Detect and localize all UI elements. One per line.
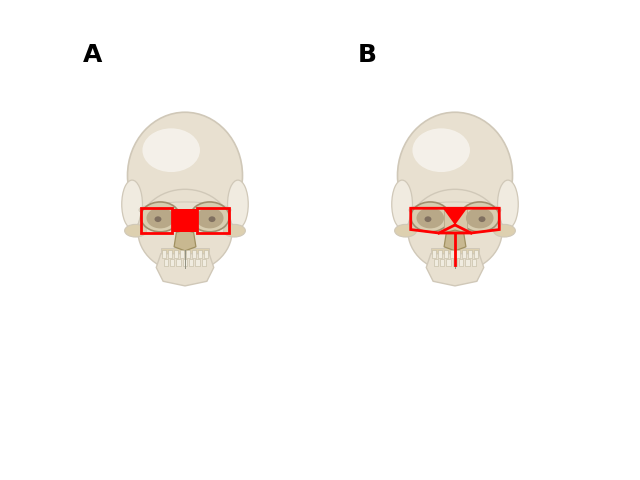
Ellipse shape [466,208,493,228]
Bar [438,250,442,258]
Bar [197,208,228,233]
Ellipse shape [395,224,417,237]
Ellipse shape [190,202,229,232]
Bar [450,250,454,258]
Bar [472,259,476,266]
Ellipse shape [209,216,216,222]
Bar [168,250,172,258]
Ellipse shape [138,189,232,272]
Bar [431,248,479,265]
Bar [170,259,174,266]
Bar [177,259,180,266]
Ellipse shape [154,216,161,222]
Ellipse shape [412,128,470,172]
Bar [173,209,197,232]
Bar [465,259,470,266]
Bar [431,250,436,258]
Ellipse shape [143,128,200,172]
Bar [141,208,172,233]
Ellipse shape [417,208,444,228]
Bar [189,259,193,266]
Bar [183,259,187,266]
Ellipse shape [125,224,147,237]
Ellipse shape [139,202,231,218]
Bar [161,248,209,265]
Ellipse shape [493,224,515,237]
Bar [474,250,478,258]
Polygon shape [174,230,196,251]
Bar [440,259,444,266]
Polygon shape [444,230,466,251]
Bar [456,250,460,258]
Text: A: A [83,43,102,67]
Bar [468,250,472,258]
Ellipse shape [223,224,245,237]
Bar [462,250,466,258]
Polygon shape [443,208,467,225]
Ellipse shape [141,202,180,232]
Polygon shape [156,254,214,286]
Bar [444,250,448,258]
Ellipse shape [397,112,513,239]
Ellipse shape [460,202,499,232]
Ellipse shape [392,180,412,228]
Bar [192,250,196,258]
Bar [173,250,178,258]
Bar [164,259,168,266]
Ellipse shape [424,216,431,222]
Bar [459,259,463,266]
Ellipse shape [228,180,248,228]
Bar [173,209,196,231]
Bar [447,259,451,266]
Ellipse shape [147,208,174,228]
Bar [453,259,457,266]
Bar [444,209,467,231]
Ellipse shape [497,180,518,228]
Ellipse shape [122,180,143,228]
Ellipse shape [196,208,223,228]
Bar [195,259,200,266]
Bar [202,259,206,266]
Bar [186,250,190,258]
Bar [198,250,202,258]
Bar [204,250,208,258]
Ellipse shape [411,202,450,232]
Ellipse shape [409,202,501,218]
Bar [434,259,438,266]
Ellipse shape [479,216,486,222]
Ellipse shape [127,112,243,239]
Ellipse shape [408,189,502,272]
Polygon shape [426,254,484,286]
Bar [161,250,166,258]
Bar [180,250,184,258]
Text: B: B [358,43,377,67]
